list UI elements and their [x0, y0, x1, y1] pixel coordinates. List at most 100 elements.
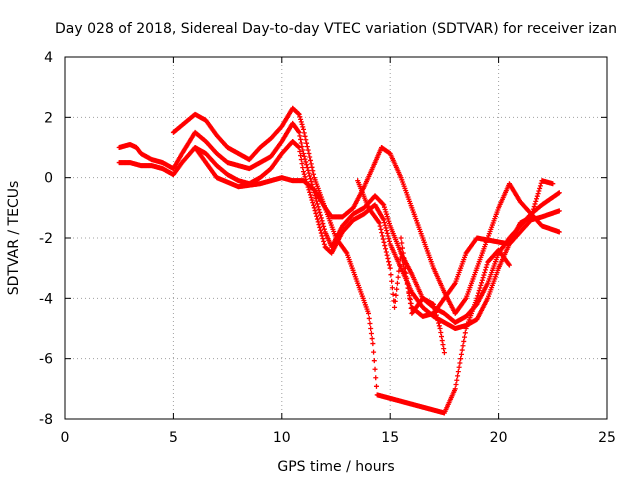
data-point	[304, 140, 310, 146]
data-point	[403, 277, 409, 283]
data-point	[482, 269, 488, 275]
data-points	[116, 105, 562, 416]
data-point	[461, 338, 467, 344]
data-point	[386, 259, 392, 265]
series-6	[355, 178, 556, 319]
y-tick-label: -6	[39, 352, 53, 368]
data-point	[317, 209, 323, 215]
data-point	[484, 262, 490, 268]
data-point	[318, 227, 324, 233]
data-point	[441, 350, 447, 356]
data-point	[320, 221, 326, 227]
data-point	[401, 266, 407, 272]
data-point	[476, 288, 482, 294]
data-point	[313, 210, 319, 216]
data-point	[298, 153, 304, 159]
x-tick-label: 15	[381, 430, 399, 446]
data-point	[389, 278, 395, 284]
data-point	[316, 222, 322, 228]
data-point	[437, 326, 443, 331]
data-point	[308, 179, 314, 185]
data-point	[300, 151, 306, 157]
data-point	[381, 217, 387, 223]
data-point	[556, 208, 562, 214]
data-point	[306, 151, 312, 157]
data-point	[306, 187, 312, 193]
data-point	[394, 280, 400, 286]
data-point	[436, 320, 442, 326]
data-point	[454, 377, 460, 383]
data-point	[389, 285, 395, 291]
data-point	[298, 157, 304, 163]
grid-lines	[65, 57, 607, 419]
data-point	[380, 236, 386, 242]
data-point	[460, 343, 466, 349]
data-point	[320, 236, 326, 242]
data-point	[462, 334, 468, 340]
data-point	[305, 147, 311, 153]
data-point	[317, 224, 323, 230]
data-point	[408, 301, 414, 307]
data-point	[381, 204, 387, 210]
data-point	[439, 334, 445, 340]
data-point	[314, 216, 320, 222]
data-point	[298, 140, 304, 146]
data-point	[300, 165, 306, 171]
series-2	[116, 138, 562, 331]
data-point	[301, 153, 307, 159]
data-point	[382, 222, 388, 228]
data-point	[550, 181, 556, 187]
data-point	[309, 164, 315, 170]
data-point	[371, 349, 377, 355]
data-point	[300, 147, 306, 153]
data-point	[296, 111, 302, 117]
data-point	[377, 223, 383, 229]
data-point	[318, 215, 324, 221]
data-point	[384, 252, 390, 258]
data-point	[321, 226, 327, 232]
data-point	[296, 145, 302, 150]
data-point	[310, 200, 316, 206]
data-point	[393, 292, 399, 298]
chart-title: Day 028 of 2018, Sidereal Day-to-day VTE…	[55, 21, 617, 37]
data-point	[399, 254, 405, 260]
data-point	[295, 144, 301, 150]
x-tick-label: 20	[490, 430, 508, 446]
data-point	[307, 192, 313, 198]
data-point	[479, 280, 485, 286]
data-point	[556, 190, 562, 196]
x-tick-label: 10	[273, 430, 291, 446]
data-point	[405, 285, 411, 291]
data-point	[299, 161, 305, 167]
data-point	[453, 382, 459, 388]
data-point	[455, 373, 461, 379]
data-point	[534, 196, 540, 202]
data-point	[308, 194, 314, 200]
data-point	[403, 273, 409, 279]
data-point	[404, 281, 410, 287]
data-point	[300, 169, 306, 175]
data-point	[373, 383, 379, 389]
data-point	[381, 220, 387, 226]
data-point	[315, 219, 321, 225]
axis-ticks: 0 5 10 15 20 25 -8 -6 -4 -2 0 2 4	[39, 50, 616, 446]
data-point	[399, 240, 405, 246]
data-point	[372, 366, 378, 372]
y-tick-label: 2	[44, 110, 53, 126]
data-point	[300, 126, 306, 132]
data-point	[316, 207, 322, 213]
data-point	[392, 298, 398, 304]
data-point	[305, 167, 311, 173]
data-point	[295, 111, 301, 117]
data-point	[474, 295, 480, 301]
data-point	[318, 230, 324, 236]
data-point	[477, 285, 483, 291]
data-point	[376, 220, 382, 226]
data-point	[373, 375, 379, 381]
data-point	[556, 229, 562, 235]
data-point	[457, 360, 463, 366]
data-point	[395, 274, 401, 280]
data-point	[386, 236, 392, 242]
y-tick-label: 0	[44, 171, 53, 187]
